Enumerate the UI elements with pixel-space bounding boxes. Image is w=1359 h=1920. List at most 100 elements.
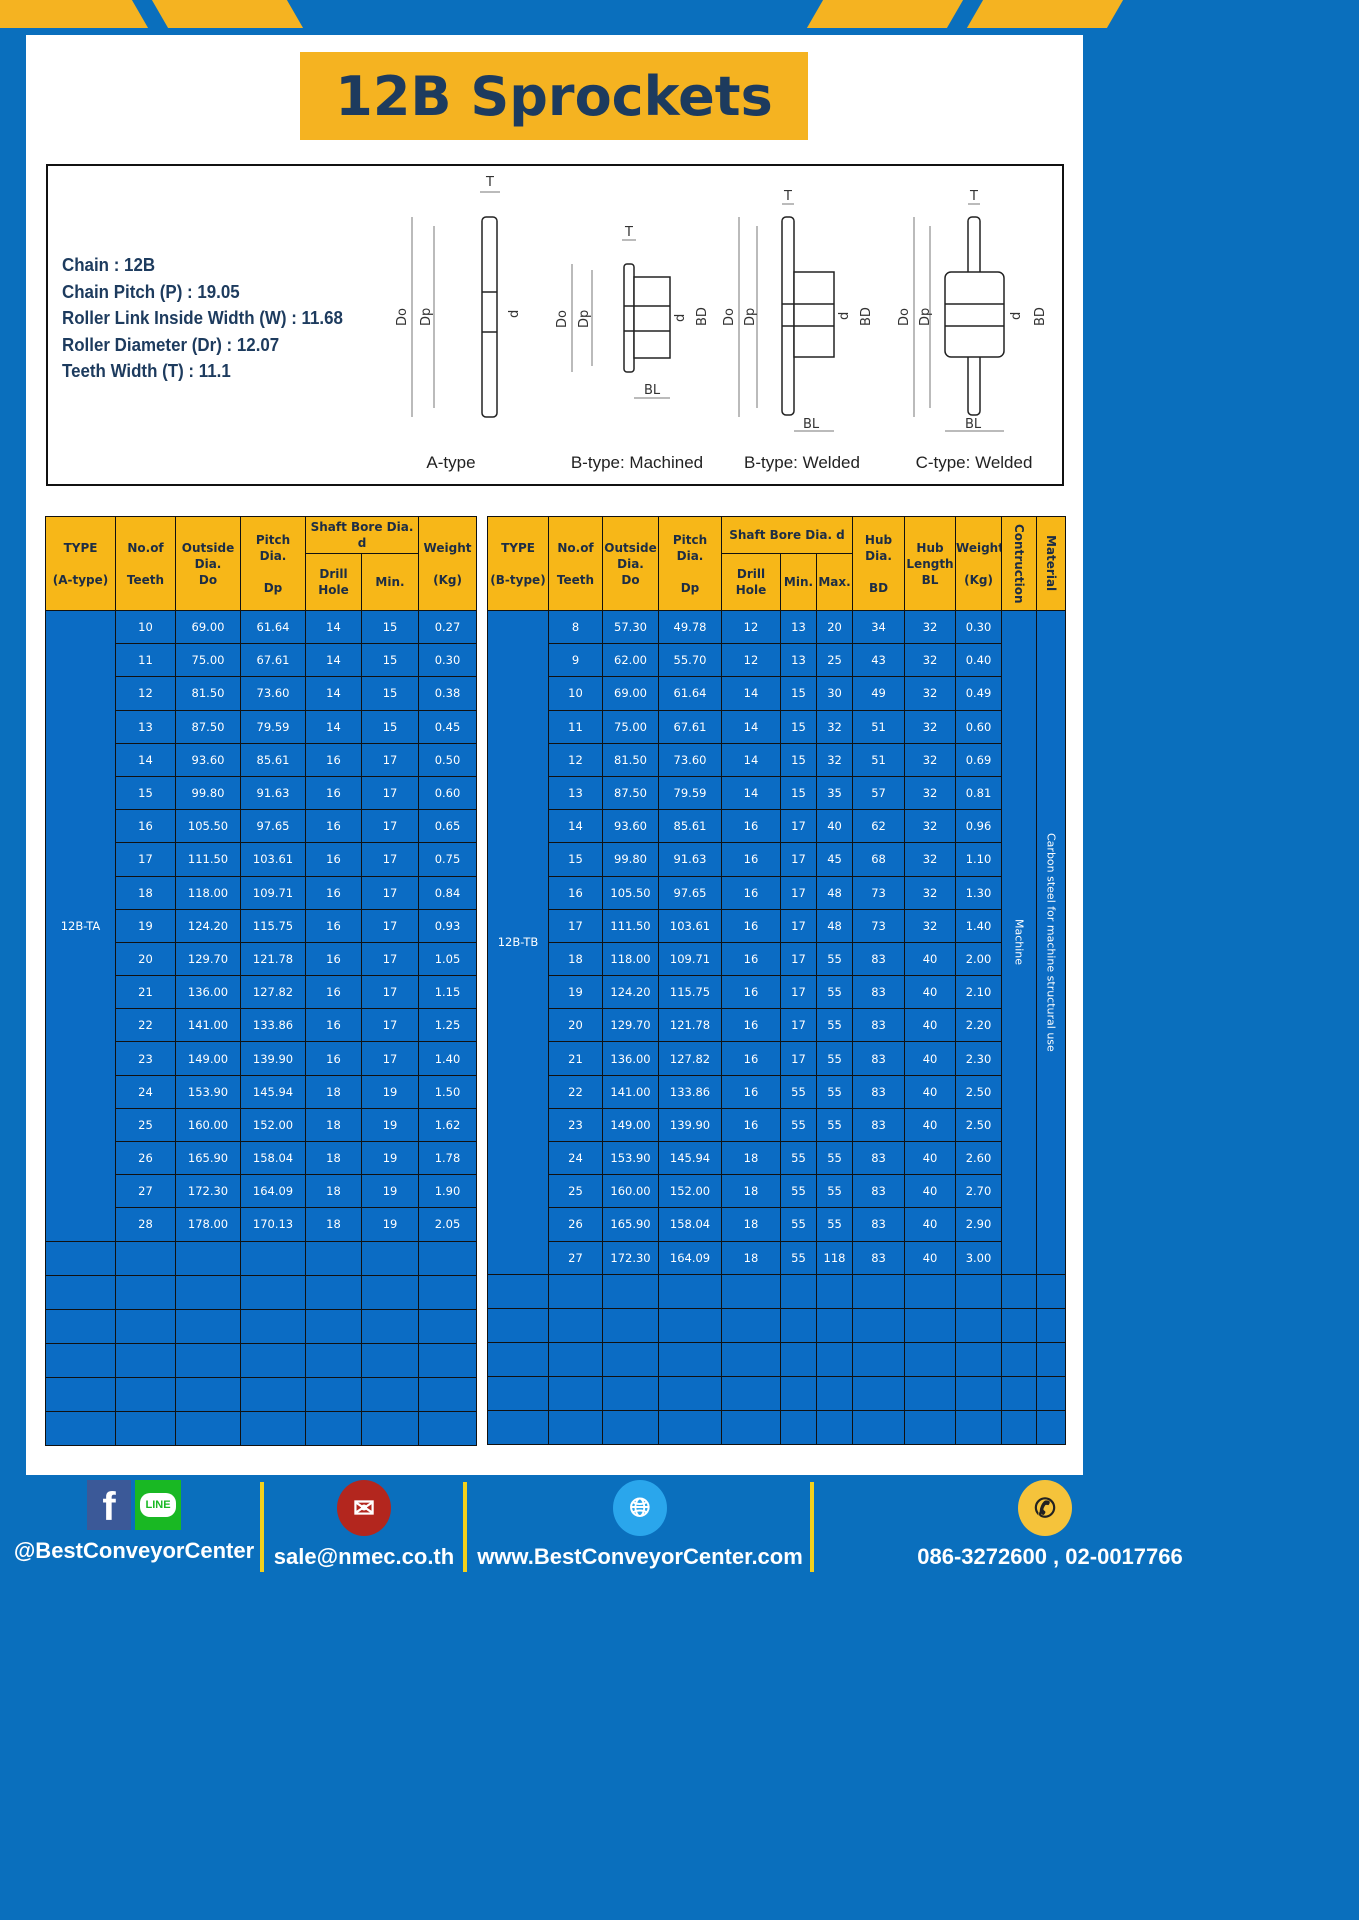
cell-pitch-dia: 103.61	[240, 842, 306, 877]
cell-weight: 0.27	[418, 609, 478, 645]
cell-teeth: 11	[115, 643, 176, 678]
empty-cell	[721, 1307, 781, 1343]
empty-row	[487, 1307, 1067, 1343]
empty-cell	[115, 1342, 176, 1378]
cell-pitch-dia: 85.61	[658, 809, 722, 844]
cell-outside-dia: 99.80	[602, 842, 659, 877]
cell-weight: 1.62	[418, 1107, 478, 1143]
chain-specs: Chain : 12B Chain Pitch (P) : 19.05 Roll…	[62, 252, 343, 385]
table-row: 16 105.50 97.65 16 17 48 73 32 1.30	[488, 875, 1066, 910]
globe-icon: 🌐︎	[613, 1480, 667, 1536]
cell-hub-length: 40	[904, 1074, 957, 1109]
phone-contact[interactable]: ✆ 086-3272600 , 02-0017766	[820, 1480, 1350, 1570]
cell-pitch-dia: 67.61	[658, 709, 722, 744]
sprocket-drawings: T T T T Do Dp d Do Dp d BD BL Do Dp d BD…	[395, 175, 1048, 472]
caption-c-welded: C-type: Welded	[916, 453, 1033, 472]
empty-cell	[240, 1376, 306, 1412]
table-row: 26 165.90 158.04 18 19 1.78	[46, 1140, 478, 1176]
cell-drill-hole: 16	[305, 842, 362, 877]
cell-hub-dia: 49	[852, 676, 906, 711]
cell-weight: 0.84	[418, 875, 478, 910]
cell-teeth: 16	[548, 875, 603, 910]
cell-weight: 2.30	[955, 1041, 1003, 1076]
cell-drill-hole: 16	[305, 742, 362, 777]
cell-max-bore: 55	[815, 1207, 854, 1242]
social-handle[interactable]: @BestConveyorCenter	[13, 1538, 255, 1563]
phone-icon: ✆	[1018, 1480, 1072, 1536]
table-row: 19 124.20 115.75 16 17 55 83 40 2.10	[488, 975, 1066, 1010]
empty-cell	[418, 1308, 478, 1344]
cell-hub-length: 32	[904, 709, 957, 744]
dim-dp: Dp	[577, 310, 592, 328]
empty-cell	[1036, 1375, 1067, 1411]
header-outside-dia: Outside Dia. Do	[602, 516, 659, 611]
empty-cell	[1036, 1409, 1067, 1445]
table-row: 18 118.00 109.71 16 17 0.84	[46, 875, 478, 910]
empty-cell	[1036, 1307, 1067, 1343]
spec-inside-width: Roller Link Inside Width (W) : 11.68	[62, 308, 343, 328]
cell-max-bore: 118	[815, 1240, 854, 1275]
empty-cell	[815, 1375, 854, 1411]
cell-outside-dia: 87.50	[175, 709, 241, 744]
cell-pitch-dia: 73.60	[240, 676, 306, 711]
cell-teeth: 22	[115, 1008, 176, 1043]
email-contact[interactable]: ✉ sale@nmec.co.th	[272, 1480, 456, 1570]
cell-weight: 0.75	[418, 842, 478, 877]
empty-cell	[305, 1240, 362, 1276]
facebook-icon[interactable]: f	[87, 1480, 131, 1530]
dim-do: Do	[722, 308, 737, 326]
empty-cell	[115, 1308, 176, 1344]
table-row: 13 87.50 79.59 14 15 0.45	[46, 709, 478, 744]
sprocket-diagram: Chain : 12B Chain Pitch (P) : 19.05 Roll…	[46, 164, 1064, 486]
website-contact[interactable]: 🌐︎ www.BestConveyorCenter.com	[474, 1480, 806, 1570]
empty-cell	[815, 1273, 854, 1309]
cell-max-bore: 30	[815, 676, 854, 711]
empty-cell	[240, 1342, 306, 1378]
cell-weight: 2.70	[955, 1174, 1003, 1209]
cell-weight: 2.05	[418, 1207, 478, 1242]
empty-cell	[305, 1376, 362, 1412]
website-link[interactable]: www.BestConveyorCenter.com	[477, 1544, 803, 1569]
header-drill-hole: Drill Hole	[721, 553, 781, 611]
cell-teeth: 14	[115, 742, 176, 777]
empty-cell	[487, 1409, 549, 1445]
cell-drill-hole: 14	[305, 676, 362, 711]
cell-hub-dia: 83	[852, 975, 906, 1010]
cell-max-bore: 48	[815, 875, 854, 910]
empty-cell	[602, 1375, 659, 1411]
phone-numbers[interactable]: 086-3272600 , 02-0017766	[917, 1544, 1183, 1569]
cell-teeth: 24	[548, 1140, 603, 1176]
cell-hub-length: 40	[904, 1174, 957, 1209]
cell-min-bore: 15	[360, 709, 420, 744]
header-pitch-dia: Pitch Dia. Dp	[240, 516, 306, 611]
cell-drill-hole: 16	[305, 1041, 362, 1076]
empty-cell	[658, 1375, 722, 1411]
line-icon[interactable]: LINE	[135, 1480, 181, 1530]
b-type-table: TYPE (B-type) No.of Teeth Outside Dia. Do Pi…	[487, 516, 1067, 1445]
cell-drill-hole: 12	[721, 643, 781, 678]
email-link[interactable]: sale@nmec.co.th	[273, 1544, 455, 1569]
empty-row	[45, 1308, 478, 1344]
cell-pitch-dia: 73.60	[658, 742, 722, 777]
top-stripe	[0, 0, 149, 28]
empty-cell	[240, 1240, 306, 1276]
table-row: 20 129.70 121.78 16 17 55 83 40 2.20	[488, 1008, 1066, 1043]
cell-min-bore: 13	[780, 609, 817, 645]
empty-cell	[721, 1341, 781, 1377]
cell-min-bore: 17	[360, 809, 420, 844]
social-contact[interactable]: f LINE @BestConveyorCenter	[13, 1480, 255, 1564]
cell-outside-dia: 81.50	[602, 742, 659, 777]
cell-teeth: 27	[115, 1174, 176, 1209]
header-max: Max.	[815, 553, 854, 611]
cell-min-bore: 55	[780, 1240, 817, 1275]
cell-teeth: 20	[548, 1008, 603, 1043]
empty-cell	[904, 1409, 957, 1445]
empty-cell	[360, 1342, 420, 1378]
empty-cell	[45, 1342, 116, 1378]
cell-max-bore: 55	[815, 1107, 854, 1143]
top-stripe	[966, 0, 1124, 28]
table-row: 25 160.00 152.00 18 55 55 83 40 2.70	[488, 1174, 1066, 1209]
cell-teeth: 14	[548, 809, 603, 844]
header-material: Material	[1036, 516, 1067, 611]
cell-teeth: 21	[548, 1041, 603, 1076]
